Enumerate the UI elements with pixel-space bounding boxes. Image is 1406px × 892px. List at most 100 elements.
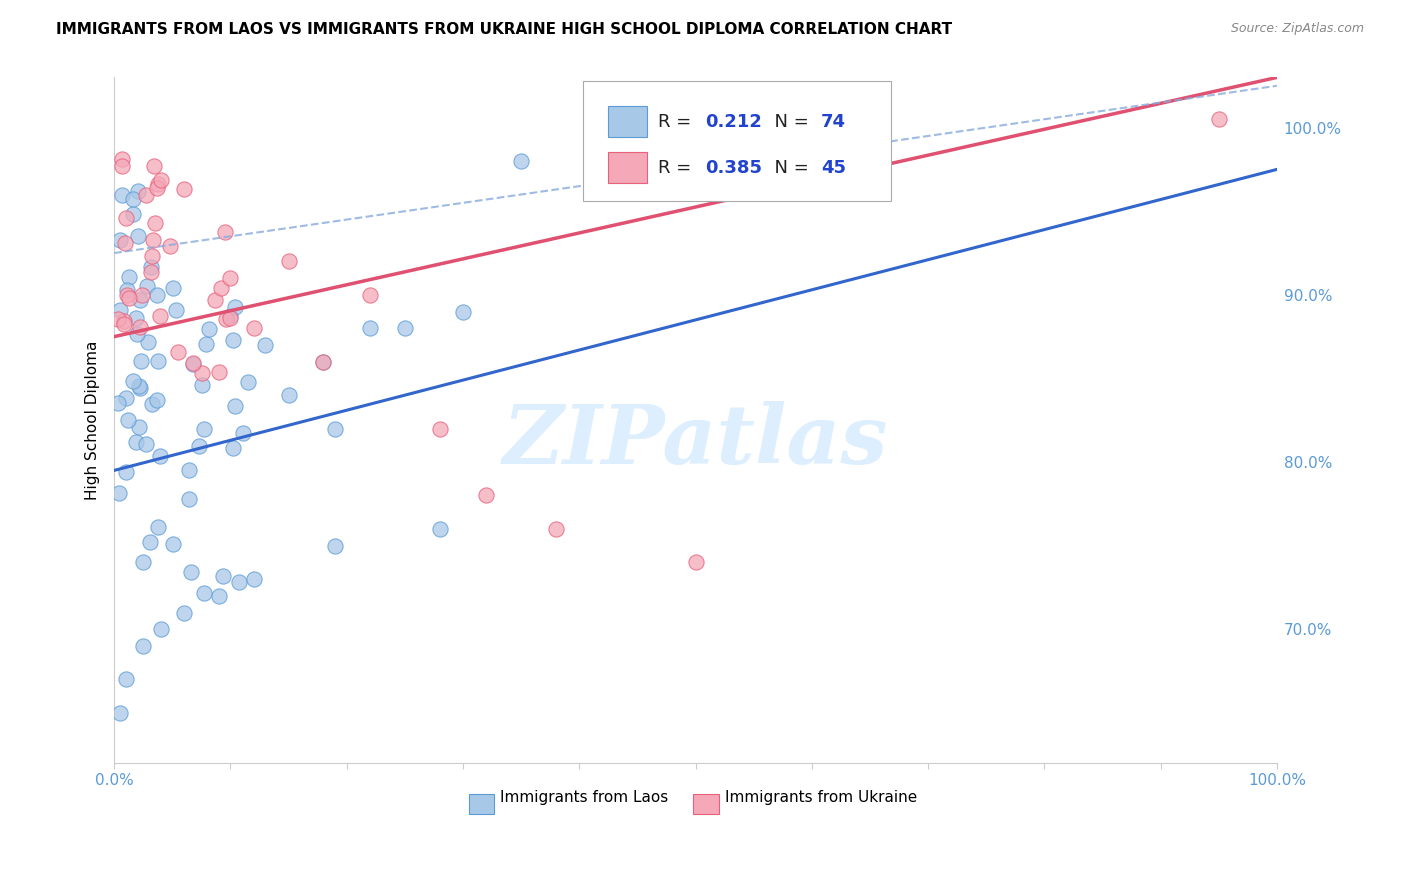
Point	[394, 321, 416, 335]
Point	[179, 491, 201, 506]
Point	[232, 426, 254, 441]
Point	[214, 225, 236, 239]
Point	[128, 293, 150, 307]
Y-axis label: High School Diploma: High School Diploma	[86, 341, 100, 500]
Point	[128, 419, 150, 434]
Point	[121, 374, 143, 388]
Point	[209, 280, 232, 294]
Point	[323, 539, 346, 553]
Point	[193, 586, 215, 600]
Point	[212, 569, 235, 583]
Point	[138, 335, 160, 350]
Point	[125, 311, 148, 326]
Point	[181, 358, 204, 372]
Point	[166, 345, 188, 359]
Point	[149, 309, 172, 323]
FancyBboxPatch shape	[582, 81, 891, 201]
Point	[312, 355, 335, 369]
Point	[142, 233, 165, 247]
Point	[143, 159, 166, 173]
Point	[108, 233, 131, 247]
Text: R =: R =	[658, 112, 697, 131]
Text: N =: N =	[763, 112, 814, 131]
Point	[114, 465, 136, 479]
Point	[111, 152, 134, 166]
Text: 0.212: 0.212	[704, 112, 762, 131]
Point	[132, 555, 155, 569]
Point	[146, 177, 169, 191]
Point	[165, 303, 187, 318]
Point	[475, 488, 498, 502]
Point	[162, 281, 184, 295]
Point	[191, 366, 214, 380]
Text: Immigrants from Ukraine: Immigrants from Ukraine	[724, 789, 917, 805]
FancyBboxPatch shape	[693, 794, 718, 814]
Point	[312, 355, 335, 369]
Point	[236, 376, 259, 390]
Point	[122, 207, 145, 221]
Text: N =: N =	[763, 159, 814, 177]
Point	[135, 436, 157, 450]
Point	[125, 434, 148, 449]
Point	[117, 413, 139, 427]
Point	[107, 312, 129, 326]
Point	[194, 337, 217, 351]
Point	[131, 288, 153, 302]
Point	[685, 555, 707, 569]
Point	[277, 388, 299, 402]
Point	[429, 522, 451, 536]
Point	[222, 442, 245, 456]
Point	[118, 270, 141, 285]
Point	[242, 572, 264, 586]
Point	[359, 321, 381, 335]
Point	[135, 278, 157, 293]
Point	[108, 486, 131, 500]
Point	[162, 537, 184, 551]
Point	[198, 322, 221, 336]
Point	[127, 327, 149, 342]
Point	[148, 520, 170, 534]
Text: 0.385: 0.385	[704, 159, 762, 177]
Point	[111, 187, 134, 202]
Point	[277, 254, 299, 268]
Point	[115, 211, 138, 225]
Point	[219, 271, 242, 285]
Point	[129, 353, 152, 368]
Point	[254, 338, 277, 352]
Point	[451, 304, 474, 318]
Point	[135, 187, 157, 202]
FancyBboxPatch shape	[609, 106, 647, 137]
Point	[208, 589, 231, 603]
Point	[191, 378, 214, 392]
Point	[204, 293, 226, 307]
Point	[108, 302, 131, 317]
FancyBboxPatch shape	[468, 794, 495, 814]
Point	[115, 287, 138, 301]
Text: Immigrants from Laos: Immigrants from Laos	[501, 789, 668, 805]
Point	[150, 173, 173, 187]
Point	[139, 260, 162, 274]
Point	[159, 239, 181, 253]
Point	[107, 396, 129, 410]
Point	[173, 182, 195, 196]
Point	[112, 314, 135, 328]
Point	[219, 311, 242, 326]
Point	[224, 301, 246, 315]
Point	[145, 392, 167, 407]
Point	[138, 535, 160, 549]
Point	[218, 309, 240, 323]
Point	[111, 159, 134, 173]
Point	[115, 392, 138, 406]
Text: 74: 74	[821, 112, 846, 131]
Point	[129, 319, 152, 334]
Point	[128, 379, 150, 393]
Point	[145, 181, 167, 195]
Point	[129, 381, 152, 395]
Point	[188, 439, 211, 453]
Point	[127, 184, 149, 198]
Point	[208, 365, 231, 379]
Point	[180, 565, 202, 579]
Point	[108, 706, 131, 720]
Point	[177, 463, 200, 477]
Point	[149, 622, 172, 636]
